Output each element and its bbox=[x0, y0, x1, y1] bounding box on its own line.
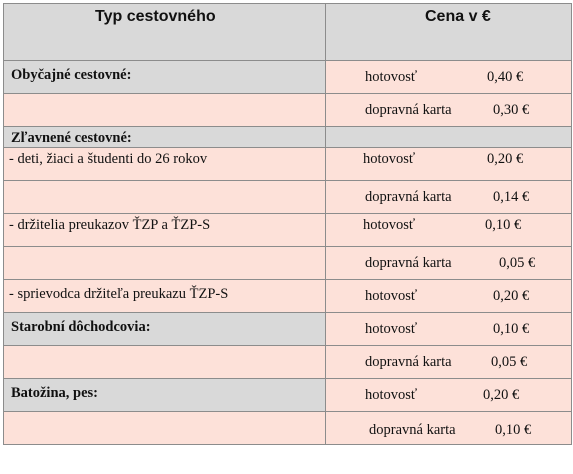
payment-method: dopravná karta bbox=[365, 189, 452, 205]
fare-type-label: - deti, žiaci a študenti do 26 rokov bbox=[9, 151, 208, 167]
table-header-row: Typ cestovného Cena v € bbox=[3, 3, 572, 61]
payment-method: dopravná karta bbox=[365, 255, 452, 271]
price-value: 0,10 € bbox=[493, 321, 530, 337]
table-row: Starobní dôchodcovia: hotovosť 0,10 € bbox=[3, 312, 572, 346]
fare-type-cell: - držitelia preukazov ŤZP a ŤZP-S bbox=[3, 213, 326, 247]
payment-method: hotovosť bbox=[365, 387, 418, 403]
table-row: Batožina, pes: hotovosť 0,20 € bbox=[3, 378, 572, 412]
header-price: Cena v € bbox=[325, 3, 572, 61]
header-price-label: Cena v € bbox=[425, 8, 491, 25]
header-fare-type: Typ cestovného bbox=[3, 3, 326, 61]
price-value: 0,14 € bbox=[493, 189, 530, 205]
fare-type-label: Starobní dôchodcovia: bbox=[11, 319, 151, 335]
table-row: Zľavnené cestovné: bbox=[3, 126, 572, 148]
fare-type-cell bbox=[3, 93, 326, 127]
price-value: 0,40 € bbox=[487, 69, 524, 85]
payment-method: hotovosť bbox=[365, 288, 418, 304]
price-cell: hotovosť 0,20 € bbox=[325, 378, 572, 412]
table-row: - sprievodca držiteľa preukazu ŤZP-S hot… bbox=[3, 279, 572, 313]
fare-type-cell: - sprievodca držiteľa preukazu ŤZP-S bbox=[3, 279, 326, 313]
price-cell: hotovosť 0,10 € bbox=[325, 213, 572, 247]
price-cell: dopravná karta 0,30 € bbox=[325, 93, 572, 127]
price-value: 0,20 € bbox=[483, 387, 520, 403]
payment-method: hotovosť bbox=[363, 151, 416, 167]
price-cell: hotovosť 0,40 € bbox=[325, 60, 572, 94]
price-cell: hotovosť 0,10 € bbox=[325, 312, 572, 346]
fare-type-cell: Batožina, pes: bbox=[3, 378, 326, 412]
fare-table: Typ cestovného Cena v € Obyčajné cestovn… bbox=[3, 3, 572, 445]
fare-type-label: - držitelia preukazov ŤZP a ŤZP-S bbox=[9, 217, 211, 233]
fare-type-cell bbox=[3, 345, 326, 379]
table-row: dopravná karta 0,10 € bbox=[3, 411, 572, 445]
table-row: dopravná karta 0,30 € bbox=[3, 93, 572, 127]
price-cell: dopravná karta 0,14 € bbox=[325, 180, 572, 214]
table-row: - deti, žiaci a študenti do 26 rokov hot… bbox=[3, 147, 572, 181]
fare-type-cell bbox=[3, 246, 326, 280]
price-value: 0,20 € bbox=[487, 151, 524, 167]
fare-type-cell: Zľavnené cestovné: bbox=[3, 126, 326, 148]
price-value: 0,10 € bbox=[495, 422, 532, 438]
payment-method: dopravná karta bbox=[365, 102, 452, 118]
fare-type-label: Batožina, pes: bbox=[11, 385, 98, 401]
payment-method: dopravná karta bbox=[369, 422, 456, 438]
payment-method: hotovosť bbox=[363, 217, 416, 233]
table-row: dopravná karta 0,05 € bbox=[3, 345, 572, 379]
price-cell: dopravná karta 0,10 € bbox=[325, 411, 572, 445]
price-cell bbox=[325, 126, 572, 148]
price-value: 0,30 € bbox=[493, 102, 530, 118]
fare-type-cell bbox=[3, 411, 326, 445]
payment-method: hotovosť bbox=[365, 321, 418, 337]
fare-type-cell: Obyčajné cestovné: bbox=[3, 60, 326, 94]
price-value: 0,05 € bbox=[499, 255, 536, 271]
fare-type-cell: Starobní dôchodcovia: bbox=[3, 312, 326, 346]
fare-type-label: Zľavnené cestovné: bbox=[11, 130, 132, 146]
table-row: dopravná karta 0,14 € bbox=[3, 180, 572, 214]
price-value: 0,10 € bbox=[485, 217, 522, 233]
payment-method: dopravná karta bbox=[365, 354, 452, 370]
table-row: Obyčajné cestovné: hotovosť 0,40 € bbox=[3, 60, 572, 94]
table-row: - držitelia preukazov ŤZP a ŤZP-S hotovo… bbox=[3, 213, 572, 247]
price-value: 0,20 € bbox=[493, 288, 530, 304]
price-cell: dopravná karta 0,05 € bbox=[325, 345, 572, 379]
fare-type-label: Obyčajné cestovné: bbox=[11, 67, 132, 83]
payment-method: hotovosť bbox=[365, 69, 418, 85]
fare-type-cell bbox=[3, 180, 326, 214]
price-cell: hotovosť 0,20 € bbox=[325, 147, 572, 181]
price-cell: dopravná karta 0,05 € bbox=[325, 246, 572, 280]
header-fare-type-label: Typ cestovného bbox=[95, 8, 216, 25]
table-row: dopravná karta 0,05 € bbox=[3, 246, 572, 280]
price-cell: hotovosť 0,20 € bbox=[325, 279, 572, 313]
fare-type-label: - sprievodca držiteľa preukazu ŤZP-S bbox=[9, 286, 229, 302]
price-value: 0,05 € bbox=[491, 354, 528, 370]
fare-type-cell: - deti, žiaci a študenti do 26 rokov bbox=[3, 147, 326, 181]
